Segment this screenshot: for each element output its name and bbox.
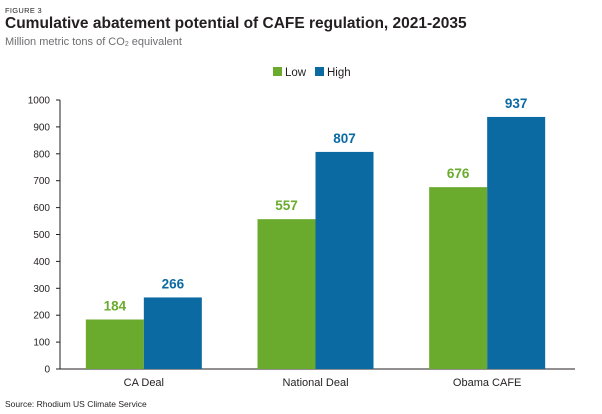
data-label-high: 266: [162, 276, 185, 291]
source-note: Source: Rhodium US Climate Service: [5, 399, 147, 409]
x-category-label: CA Deal: [124, 377, 164, 389]
y-tick-label: 500: [33, 230, 50, 241]
bar-low: [85, 319, 144, 369]
y-tick-label: 0: [44, 365, 50, 376]
data-label-low: 557: [275, 198, 298, 213]
y-tick-label: 600: [33, 203, 50, 214]
data-label-low: 184: [104, 299, 127, 314]
x-category-label: Obama CAFE: [453, 377, 521, 389]
legend-label-high: High: [327, 67, 351, 79]
y-tick-label: 900: [33, 122, 50, 133]
y-tick-label: 800: [33, 149, 50, 160]
y-tick-label: 400: [33, 257, 50, 268]
subtitle-suffix: equivalent: [128, 36, 182, 48]
data-label-low: 676: [447, 166, 470, 181]
legend-swatch-high: [315, 67, 324, 76]
legend-swatch-low: [273, 67, 282, 76]
y-tick-label: 1000: [28, 96, 51, 107]
y-tick-label: 300: [33, 284, 50, 295]
bar-low: [429, 187, 488, 369]
legend-label-low: Low: [285, 67, 307, 79]
bar-low: [257, 219, 316, 369]
bar-high: [487, 116, 546, 370]
chart-subtitle: Million metric tons of CO2 equivalent: [5, 36, 182, 48]
figure-label: FIGURE 3: [5, 6, 42, 15]
y-tick-label: 100: [33, 338, 50, 349]
subtitle-subscript: 2: [124, 41, 129, 48]
y-tick-label: 200: [33, 311, 50, 322]
data-label-high: 937: [505, 96, 528, 111]
chart-title: Cumulative abatement potential of CAFE r…: [5, 15, 467, 32]
x-category-label: National Deal: [282, 377, 348, 389]
bar-high: [143, 297, 202, 369]
bar-high: [315, 151, 374, 369]
data-label-high: 807: [333, 131, 356, 146]
subtitle-prefix: Million metric tons of CO: [5, 36, 125, 48]
y-tick-label: 700: [33, 176, 50, 187]
